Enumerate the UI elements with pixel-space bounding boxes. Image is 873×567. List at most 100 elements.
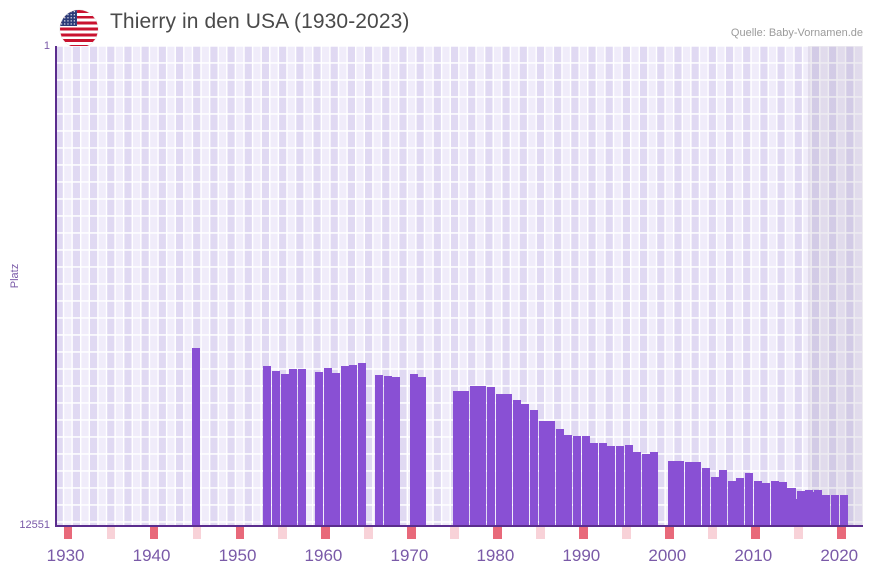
bar-2020[interactable]: [783, 488, 791, 527]
x-tick-1980: [493, 527, 502, 539]
x-tick-label-1930: 1930: [46, 546, 85, 565]
x-tick-1990: [579, 527, 588, 539]
x-tick-label-2010: 2010: [734, 546, 773, 565]
bars-layer: [55, 46, 863, 527]
x-tick-1940: [149, 527, 159, 539]
bar-1967[interactable]: [383, 376, 392, 527]
bar-2009[interactable]: [753, 481, 762, 527]
x-axis-line: [55, 525, 863, 527]
bar-1965[interactable]: [358, 363, 366, 527]
bar-2003[interactable]: [702, 468, 710, 527]
bar-2005[interactable]: [719, 470, 728, 527]
chart-header: Thierry in den USA (1930-2023) Quelle: B…: [0, 0, 873, 48]
x-tick-1985: [536, 527, 545, 539]
bar-1974[interactable]: [452, 391, 461, 527]
flag-stars: [60, 10, 77, 26]
bar-2017[interactable]: [822, 495, 831, 527]
x-tick-1955: [278, 527, 288, 539]
bar-1970[interactable]: [409, 374, 418, 527]
bar-1995[interactable]: [633, 452, 642, 527]
x-tick-1995: [622, 527, 631, 539]
bar-1999[interactable]: [667, 461, 676, 527]
bar-1968[interactable]: [392, 377, 401, 527]
bar-1992[interactable]: [607, 446, 616, 527]
y-axis-tick-top: 1: [43, 40, 50, 52]
bar-1997[interactable]: [650, 452, 659, 527]
bar-2000[interactable]: [676, 461, 685, 527]
x-tick-label-1940: 1940: [132, 546, 171, 565]
us-flag-circle-icon: [60, 10, 98, 48]
bar-1991[interactable]: [598, 443, 607, 527]
bar-2002[interactable]: [693, 462, 702, 527]
bar-1955[interactable]: [263, 366, 272, 527]
x-tick-2000: [665, 527, 674, 539]
bar-2023[interactable]: [808, 492, 817, 527]
y-axis-line: [55, 46, 57, 527]
bar-1982[interactable]: [521, 404, 530, 527]
bar-1984[interactable]: [538, 421, 547, 527]
bar-2022[interactable]: [800, 494, 809, 527]
x-axis-ticks: 1930 1940 1950 1960 1970 1980 1990 2000 2010 2020: [0, 527, 873, 567]
bar-2008[interactable]: [745, 473, 753, 527]
bar-1962[interactable]: [332, 373, 341, 527]
x-tick-label-1950: 1950: [218, 546, 257, 565]
x-tick-1965: [364, 527, 374, 539]
bar-1960[interactable]: [315, 372, 323, 527]
bar-1964[interactable]: [349, 365, 358, 527]
bar-1996[interactable]: [641, 454, 650, 527]
bar-2011[interactable]: [770, 481, 779, 527]
bar-2007[interactable]: [736, 478, 745, 527]
x-tick-label-1990: 1990: [562, 546, 601, 565]
x-tick-1950: [235, 527, 245, 539]
x-tick-1930: [63, 527, 73, 539]
bar-1971[interactable]: [418, 377, 427, 527]
bar-2021[interactable]: [791, 499, 800, 527]
x-tick-1975: [450, 527, 459, 539]
x-tick-label-1960: 1960: [304, 546, 343, 565]
bar-1987[interactable]: [564, 435, 573, 527]
bar-2018[interactable]: [831, 495, 839, 527]
x-tick-label-2020: 2020: [820, 546, 859, 565]
bar-1980[interactable]: [504, 394, 513, 527]
y-axis-tick-bottom: 12551: [19, 519, 50, 531]
x-tick-2010: [751, 527, 760, 539]
x-tick-2020: [837, 527, 846, 539]
bar-1961[interactable]: [323, 368, 332, 527]
bar-1988[interactable]: [573, 436, 581, 527]
bar-1989[interactable]: [581, 436, 590, 527]
bar-1958[interactable]: [289, 369, 298, 527]
bar-1981[interactable]: [512, 400, 521, 527]
source-attribution: Quelle: Baby-Vornamen.de: [730, 27, 863, 39]
bar-1956[interactable]: [272, 371, 280, 527]
bar-2019[interactable]: [839, 495, 848, 527]
flag-canton: [60, 10, 77, 26]
bar-1979[interactable]: [495, 394, 504, 527]
bar-2001[interactable]: [684, 462, 693, 527]
bar-1994[interactable]: [624, 445, 633, 527]
x-tick-label-1970: 1970: [390, 546, 429, 565]
bar-1963[interactable]: [340, 366, 349, 527]
bar-1986[interactable]: [555, 429, 564, 527]
bar-1993[interactable]: [616, 446, 624, 527]
bar-1990[interactable]: [590, 443, 599, 527]
bar-2004[interactable]: [710, 477, 719, 527]
y-axis-title: Platz: [9, 263, 21, 289]
bar-1946[interactable]: [192, 348, 200, 527]
x-tick-1945: [192, 527, 202, 539]
x-tick-label-2000: 2000: [648, 546, 687, 565]
bar-2016[interactable]: [813, 490, 822, 527]
bar-1975[interactable]: [461, 391, 470, 527]
bar-1977[interactable]: [478, 386, 487, 527]
bar-2006[interactable]: [727, 481, 736, 527]
bar-1978[interactable]: [487, 387, 495, 527]
page-title: Thierry in den USA (1930-2023): [110, 10, 410, 33]
bar-1959[interactable]: [297, 369, 306, 527]
bar-1976[interactable]: [469, 386, 478, 527]
bar-1966[interactable]: [375, 375, 384, 527]
projection-region-shade: [808, 46, 863, 527]
bar-2010[interactable]: [762, 483, 771, 527]
bar-1983[interactable]: [530, 410, 538, 527]
bar-1957[interactable]: [280, 374, 289, 527]
bar-1985[interactable]: [547, 421, 556, 527]
